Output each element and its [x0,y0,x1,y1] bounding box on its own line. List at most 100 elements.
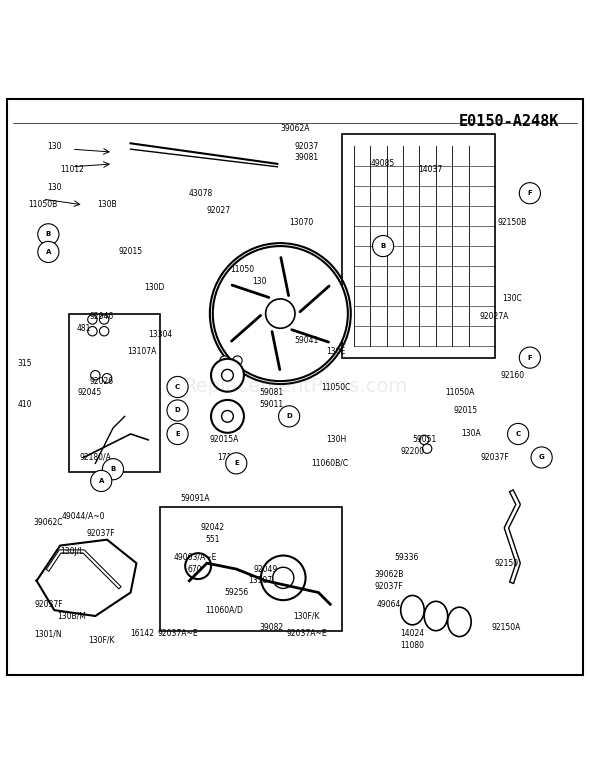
Circle shape [422,444,432,454]
Text: 92200: 92200 [401,447,425,456]
Text: 410: 410 [18,400,32,409]
Circle shape [185,553,211,579]
Text: 130J/L: 130J/L [60,547,84,556]
Circle shape [222,410,233,423]
Text: 92026: 92026 [89,377,113,385]
Circle shape [88,327,97,336]
Text: 13304: 13304 [148,330,172,339]
Ellipse shape [448,608,471,636]
Text: 670: 670 [188,564,202,574]
Text: 92015: 92015 [119,248,143,256]
FancyArrowPatch shape [300,286,329,312]
Text: 92015A: 92015A [210,435,239,444]
Text: 39082: 39082 [260,623,284,632]
Text: 92180/A: 92180/A [80,453,112,462]
Ellipse shape [424,601,448,631]
Text: 130B: 130B [97,200,117,210]
Text: 11050A: 11050A [445,389,474,397]
Text: 16142: 16142 [130,629,155,638]
Text: 11050C: 11050C [322,382,351,392]
Text: E: E [234,461,238,467]
Text: 130D: 130D [144,283,164,292]
Text: 59081: 59081 [260,389,284,397]
Text: 481: 481 [77,324,91,333]
Text: 92015: 92015 [453,406,477,415]
Circle shape [273,567,294,588]
FancyArrowPatch shape [272,331,280,370]
Text: B: B [110,466,116,472]
Text: 92037F: 92037F [375,582,404,591]
Text: 14037: 14037 [418,165,442,174]
Circle shape [100,327,109,336]
Bar [69,313,160,472]
Text: 130B/M: 130B/M [57,611,86,621]
Text: ReplacementParts.com: ReplacementParts.com [183,378,407,396]
Text: 92037: 92037 [294,142,319,151]
Text: 130H: 130H [326,435,346,444]
Circle shape [211,359,244,392]
Text: 130F/K: 130F/K [293,611,320,621]
Circle shape [38,224,59,245]
Circle shape [372,235,394,257]
Text: 130: 130 [253,277,267,286]
Bar [160,508,342,631]
Circle shape [507,423,529,444]
Text: C: C [175,384,180,390]
Circle shape [261,556,306,600]
Text: 551: 551 [205,535,220,544]
Circle shape [220,356,230,365]
Text: A: A [45,249,51,255]
Ellipse shape [401,595,424,625]
Text: E0150-A248K: E0150-A248K [459,114,559,129]
Text: A: A [99,478,104,484]
Text: 92027A: 92027A [480,312,509,321]
Text: 315: 315 [18,359,32,368]
Text: 14024: 14024 [401,629,425,638]
Text: C: C [516,431,521,437]
Text: 92042: 92042 [201,523,225,533]
Text: 130E: 130E [326,348,346,356]
Text: 92045: 92045 [77,389,101,397]
Text: E: E [175,431,180,437]
Text: 92150A: 92150A [491,623,521,632]
Circle shape [100,315,109,324]
Circle shape [226,453,247,474]
Text: B: B [46,231,51,238]
Text: 39062B: 39062B [374,570,404,580]
Circle shape [103,459,123,480]
Text: 13107: 13107 [248,577,272,585]
Text: 92037A~E: 92037A~E [286,629,327,638]
Text: 92049: 92049 [254,564,278,574]
Text: 92150B: 92150B [497,218,527,227]
Text: 92027: 92027 [206,207,231,215]
Text: 130F/K: 130F/K [88,635,114,644]
Text: 59256: 59256 [224,588,248,597]
Circle shape [222,369,233,381]
Text: 11060A/D: 11060A/D [205,605,244,615]
FancyArrowPatch shape [232,285,269,297]
Text: 39062C: 39062C [34,518,63,526]
Text: 130A: 130A [461,430,481,439]
Circle shape [167,376,188,398]
Circle shape [167,423,188,444]
Text: 39062A: 39062A [280,124,310,133]
Circle shape [519,183,540,204]
Circle shape [88,315,97,324]
Circle shape [234,374,243,383]
Text: 49064: 49064 [377,600,401,609]
Circle shape [266,299,295,328]
Text: 11050: 11050 [230,265,254,274]
Circle shape [103,374,112,383]
Text: 59041: 59041 [294,335,319,344]
Text: 92037F: 92037F [34,600,63,609]
Circle shape [167,400,188,421]
Text: 11050B: 11050B [28,200,57,210]
Text: 92046: 92046 [89,312,113,321]
Text: 171: 171 [217,453,232,462]
Circle shape [223,374,232,383]
Circle shape [232,356,242,365]
Text: F: F [527,190,532,197]
Text: 59336: 59336 [394,553,419,562]
Text: 92037F: 92037F [87,529,116,538]
Text: 92037A~E: 92037A~E [158,629,198,638]
